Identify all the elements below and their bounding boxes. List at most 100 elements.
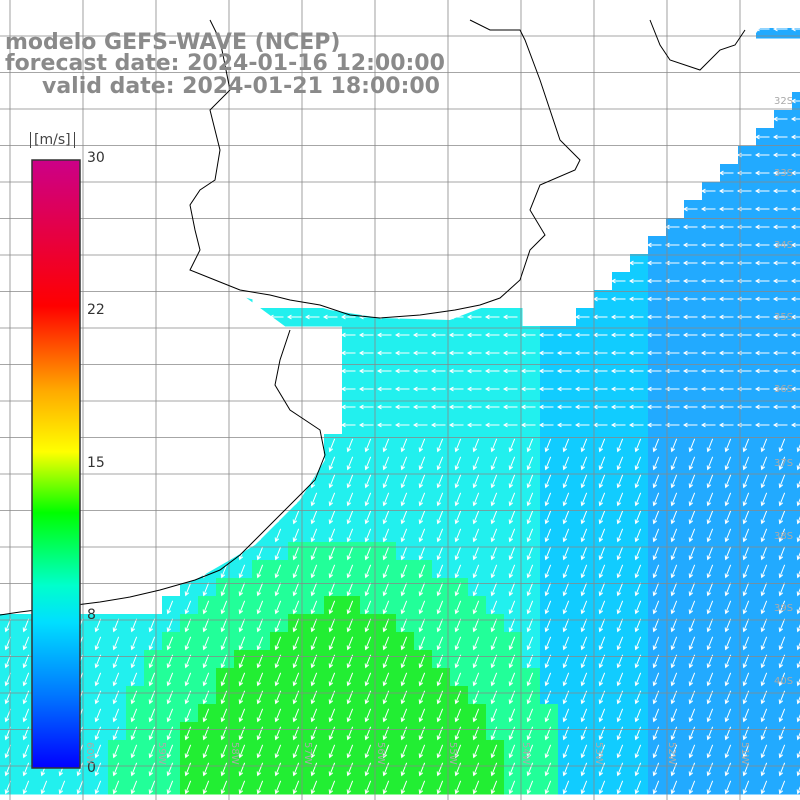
wind-arrow [790,242,800,248]
wind-arrow [790,152,800,158]
wind-arrow [436,726,444,741]
wind-arrow [562,726,570,741]
wind-arrow [112,654,120,669]
wind-arrow [670,708,678,723]
wind-arrow [718,332,734,338]
wind-arrow [430,314,446,320]
wind-arrow [556,386,572,392]
wind-arrow [652,492,660,507]
wind-arrow [598,744,606,759]
wind-arrow [472,438,480,453]
wind-arrow [790,188,800,194]
wind-arrow [742,744,750,759]
wind-arrow [400,546,408,561]
wind-arrow [706,564,714,579]
wind-arrow [754,188,770,194]
wind-arrow [664,314,680,320]
wind-arrow [364,546,372,561]
wind-arrow [328,726,336,741]
wind-arrow [382,474,390,489]
wind-arrow [448,368,464,374]
wind-arrow [364,708,372,723]
wind-arrow [574,386,590,392]
wind-arrow [166,708,174,723]
wind-arrow [718,260,734,266]
wind-arrow [358,332,374,338]
wind-arrow [196,296,212,302]
wind-arrow [724,582,732,597]
wind-arrow [310,582,318,597]
wind-arrow [232,296,248,302]
wind-arrow [700,242,716,248]
wind-arrow [652,600,660,615]
wind-arrow [706,510,714,525]
wind-arrow [508,708,516,723]
wind-arrow [706,654,714,669]
wind-arrow [292,726,300,741]
wind-arrow [688,564,696,579]
field-cell [792,740,800,759]
wind-arrow [790,260,800,266]
wind-arrow [754,134,770,140]
wind-arrow [274,708,282,723]
wind-arrow [562,564,570,579]
wind-arrow [670,564,678,579]
wind-arrow [274,618,282,633]
wind-arrow [646,368,662,374]
field-cell [792,452,800,471]
wind-arrow [682,404,698,410]
wind-arrow [706,726,714,741]
wind-arrow [646,242,662,248]
wind-arrow [238,654,246,669]
wind-arrow [772,26,788,32]
wind-arrow [148,636,156,651]
wind-arrow [418,762,426,777]
wind-arrow [742,528,750,543]
wind-arrow [634,528,642,543]
wind-arrow [292,528,300,543]
wind-arrow [250,314,266,320]
wind-arrow [580,654,588,669]
wind-arrow [688,456,696,471]
wind-arrow [646,422,662,428]
wind-arrow [448,332,464,338]
wind-arrow [328,582,336,597]
wind-arrow [220,762,228,777]
field-cell [792,578,800,597]
wind-arrow [364,636,372,651]
wind-arrow [670,654,678,669]
wind-arrow [706,456,714,471]
wind-arrow [706,474,714,489]
wind-arrow [688,600,696,615]
wind-arrow [274,726,282,741]
wind-arrow [436,510,444,525]
wind-arrow [472,672,480,687]
wind-arrow [646,332,662,338]
field-cell [792,596,800,615]
wind-arrow [616,600,624,615]
wind-arrow [274,654,282,669]
wind-arrow [436,474,444,489]
wind-arrow [790,26,800,32]
wind-arrow [502,350,518,356]
wind-arrow [544,744,552,759]
wind-arrow [76,762,84,777]
wind-arrow [724,780,732,795]
wind-arrow [22,708,30,723]
wind-arrow [436,456,444,471]
wind-arrow [400,654,408,669]
wind-arrow [634,708,642,723]
wind-arrow [682,296,698,302]
wind-arrow [754,314,770,320]
wind-arrow [742,636,750,651]
wind-arrow [574,404,590,410]
field-cell [792,614,800,633]
wind-arrow [274,492,282,507]
wind-arrow [634,582,642,597]
wind-arrow [508,744,516,759]
wind-arrow [436,780,444,795]
wind-arrow [652,726,660,741]
wind-arrow [700,368,716,374]
wind-arrow [700,278,716,284]
wind-arrow [502,386,518,392]
